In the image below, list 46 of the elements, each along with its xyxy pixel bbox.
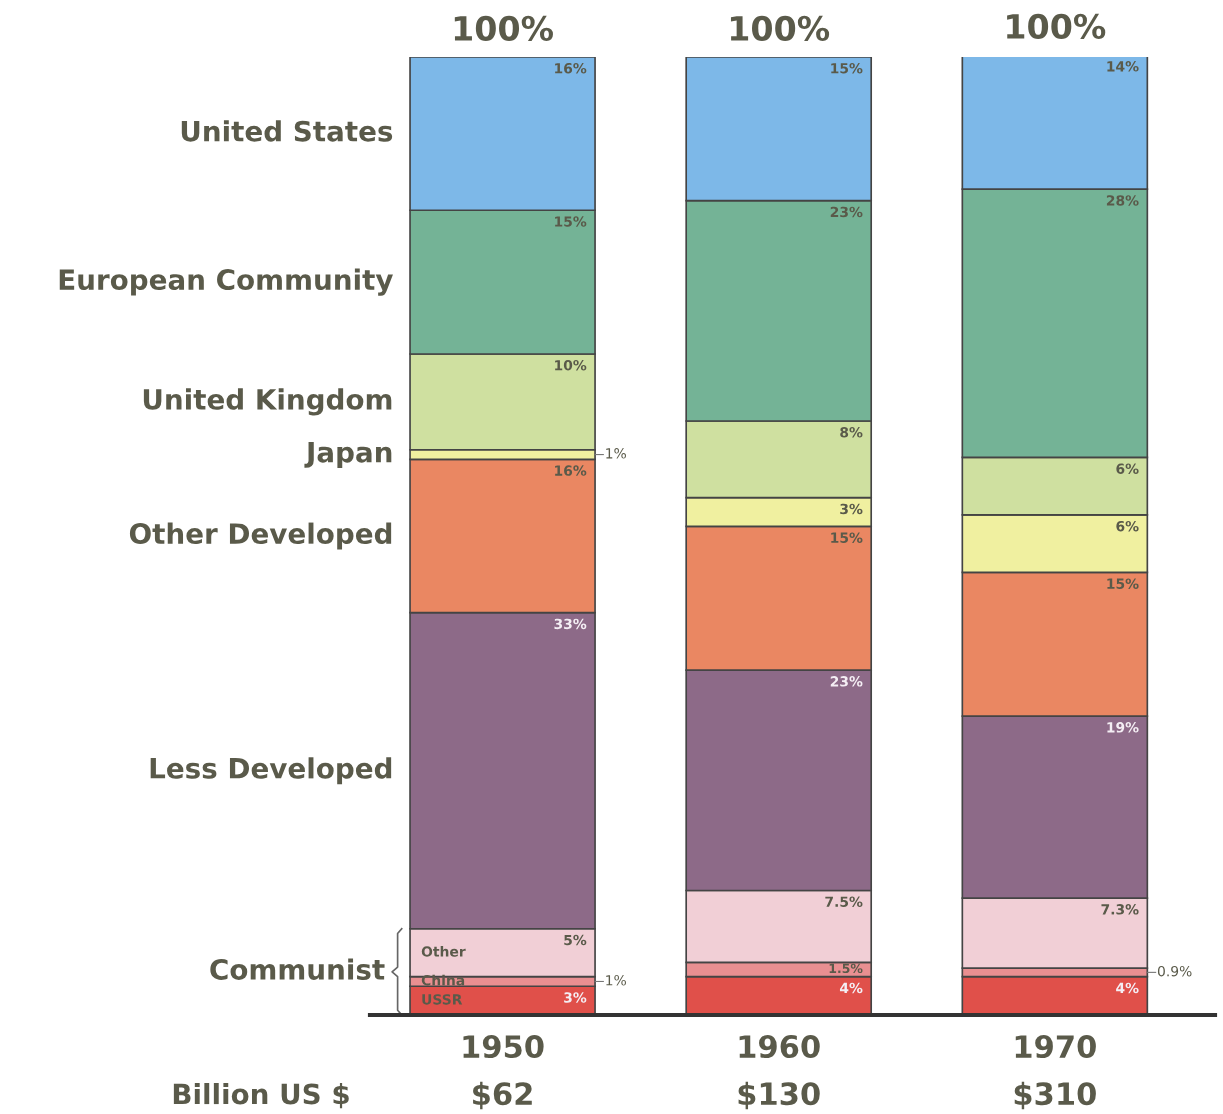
data-label: 28% [1106,195,1139,206]
total-label: 100% [730,15,830,41]
data-label: 4% [839,982,863,994]
text: $310 [1014,1081,1096,1110]
series-label: Other Developed [129,522,392,550]
series-label: Other [421,946,466,957]
data-label: 16% [555,465,587,476]
data-label: 16% [555,62,587,74]
series-label: USSR [422,994,463,1005]
x-tick-label: 1970 [1015,1034,1096,1059]
data-label: 33% [554,618,587,630]
data-label: 7.3% [1101,904,1139,915]
text: Billion US $ [173,1082,349,1109]
data-label: 15% [831,62,863,74]
data-label: 8% [840,427,863,438]
text: $130 [738,1081,820,1110]
series-label: United Kingdom [143,388,392,416]
x-tick-label: 1960 [739,1034,820,1059]
data-label: 5% [564,934,587,946]
data-label: 1% [606,448,626,459]
annotation: Communist [210,958,385,980]
data-label: 6% [1116,463,1139,474]
data-label: 23% [830,676,863,687]
data-label: 19% [1107,722,1139,733]
data-label: 3% [840,503,863,515]
data-label: 3% [564,992,587,1003]
data-label: 23% [830,206,863,218]
series-label: European Community [59,268,393,296]
series-label: United States [181,120,393,142]
series-label: Less Developed [150,757,392,785]
total-label: 100% [1007,13,1106,40]
data-label: 15% [1107,578,1139,589]
data-label: 0.9% [1157,965,1192,977]
data-label: 15% [831,532,863,543]
data-label: 4% [1116,982,1139,994]
text: $62 [473,1081,532,1110]
data-label: 1.5% [829,963,863,974]
data-label: 1% [606,974,626,986]
total-label: 100% [454,15,553,41]
series-label: Japan [304,441,392,469]
data-label: 6% [1116,520,1139,532]
data-label: 14% [1107,61,1139,72]
data-label: 10% [555,359,587,371]
data-label: 7.5% [825,896,863,907]
data-label: 15% [555,216,587,227]
x-tick-label: 1950 [463,1034,544,1059]
